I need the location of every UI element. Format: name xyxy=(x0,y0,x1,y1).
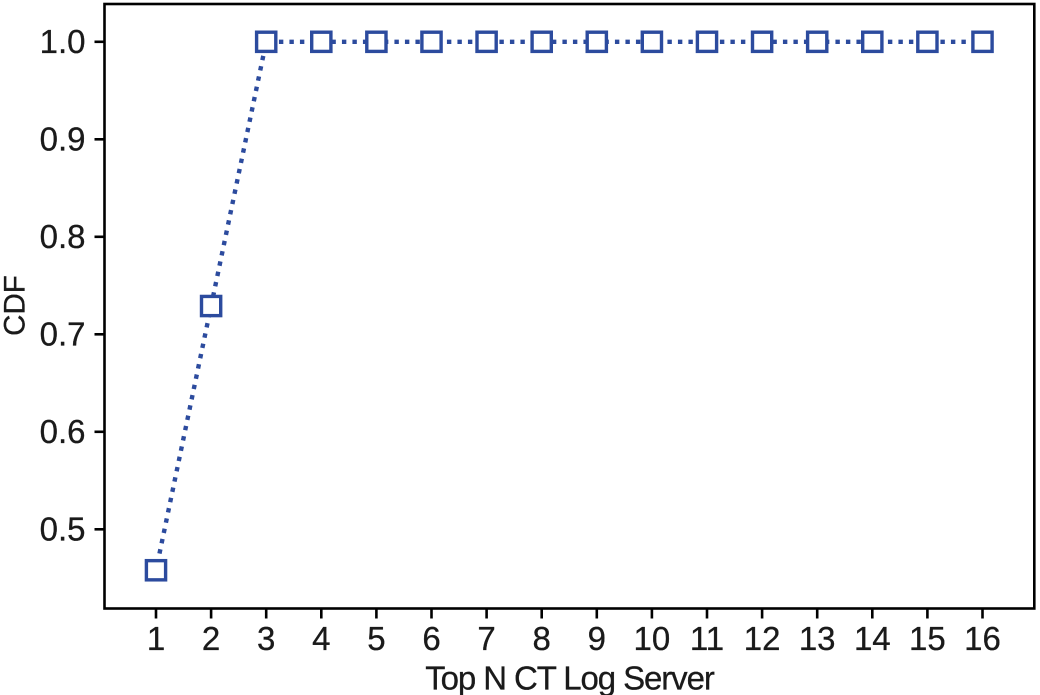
svg-text:0.9: 0.9 xyxy=(40,121,86,158)
svg-text:Top N CT Log Server: Top N CT Log Server xyxy=(425,659,715,695)
svg-text:6: 6 xyxy=(422,620,440,657)
svg-text:11: 11 xyxy=(690,620,724,657)
svg-text:9: 9 xyxy=(588,620,606,657)
svg-text:0.5: 0.5 xyxy=(40,511,86,548)
svg-text:12: 12 xyxy=(744,620,781,657)
svg-text:CDF: CDF xyxy=(0,275,32,336)
svg-text:3: 3 xyxy=(257,620,275,657)
svg-text:7: 7 xyxy=(477,620,495,657)
svg-text:15: 15 xyxy=(909,620,946,657)
svg-text:13: 13 xyxy=(799,620,836,657)
svg-text:14: 14 xyxy=(854,620,891,657)
svg-text:0.7: 0.7 xyxy=(40,316,86,353)
svg-text:1: 1 xyxy=(147,620,165,657)
svg-text:4: 4 xyxy=(312,620,330,657)
svg-text:8: 8 xyxy=(533,620,551,657)
svg-text:10: 10 xyxy=(634,620,671,657)
svg-text:1.0: 1.0 xyxy=(40,23,86,60)
svg-text:16: 16 xyxy=(964,620,1001,657)
svg-text:0.6: 0.6 xyxy=(40,413,86,450)
svg-text:0.8: 0.8 xyxy=(40,218,86,255)
svg-text:5: 5 xyxy=(367,620,385,657)
svg-text:2: 2 xyxy=(202,620,220,657)
